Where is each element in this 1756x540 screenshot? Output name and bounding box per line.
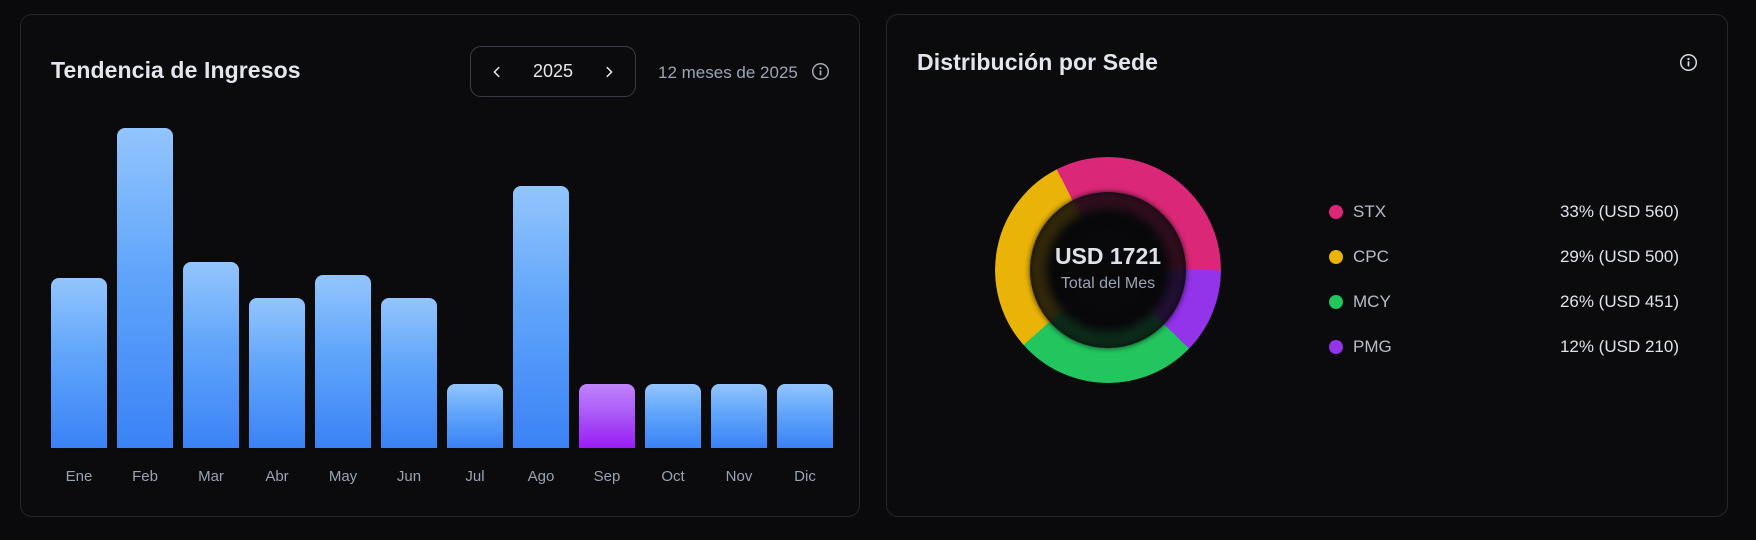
- bar-column: [447, 128, 503, 448]
- month-label: Jul: [465, 468, 485, 485]
- legend-value: 29% (USD 500): [1559, 246, 1679, 266]
- bar-ago[interactable]: [513, 186, 569, 448]
- legend-dot-icon: [1329, 204, 1343, 219]
- chevron-left-icon: [493, 66, 500, 77]
- bar-may[interactable]: [315, 275, 371, 448]
- bar-jul[interactable]: [447, 384, 503, 448]
- bar-nov[interactable]: [711, 384, 767, 448]
- donut-legend: STX 33% (USD 560) CPC 29% (USD 500) MCY …: [1327, 189, 1679, 369]
- bar-column: [711, 128, 767, 448]
- month-label: Jun: [396, 468, 422, 485]
- bar-column: [777, 128, 833, 448]
- next-year-button[interactable]: [601, 64, 617, 80]
- period-label: 12 meses de 2025: [658, 63, 798, 82]
- legend-item[interactable]: PMG 12% (USD 210): [1327, 324, 1679, 369]
- distribution-card: Distribución por Sede USD 1721 Total del…: [886, 14, 1728, 517]
- month-label: Feb: [132, 468, 158, 485]
- bar-column: [645, 128, 701, 448]
- month-label: Oct: [661, 468, 685, 485]
- selected-year: 2025: [532, 61, 574, 81]
- bar-mar[interactable]: [183, 262, 239, 448]
- bar-column: [117, 128, 173, 448]
- donut-subtitle: Total del Mes: [1060, 275, 1156, 292]
- month-label: Dic: [794, 468, 816, 485]
- revenue-trend-title: Tendencia de Ingresos: [51, 57, 301, 83]
- bar-column: [249, 128, 305, 448]
- month-label: Sep: [593, 468, 621, 485]
- bar-column: [51, 128, 107, 448]
- bar-dic[interactable]: [777, 384, 833, 448]
- bar-ene[interactable]: [51, 278, 107, 448]
- distribution-title: Distribución por Sede: [917, 49, 1159, 75]
- bar-column: [579, 128, 635, 448]
- donut-total: USD 1721: [1054, 243, 1162, 269]
- chevron-right-icon: [606, 66, 613, 77]
- bar-abr[interactable]: [249, 298, 305, 448]
- bar-column: [513, 128, 569, 448]
- month-label: Abr: [265, 468, 289, 485]
- info-icon[interactable]: [1679, 53, 1698, 72]
- legend-value: 33% (USD 560): [1559, 201, 1679, 221]
- month-label: Ago: [527, 468, 555, 485]
- donut-chart: USD 1721 Total del Mes: [995, 157, 1221, 383]
- legend-label: MCY: [1353, 291, 1391, 311]
- bar-sep[interactable]: [579, 384, 635, 448]
- legend-dot-icon: [1329, 249, 1343, 264]
- info-icon[interactable]: [811, 62, 830, 81]
- bar-feb[interactable]: [117, 128, 173, 448]
- legend-label: CPC: [1353, 246, 1389, 266]
- donut-glow: [1030, 192, 1186, 348]
- legend-dot-icon: [1329, 294, 1343, 309]
- month-label: May: [328, 468, 358, 485]
- revenue-bar-chart: Ene Feb Mar Abr May Jun Jul Ago Sep Oct Nov Dic: [51, 128, 841, 485]
- month-label: Ene: [65, 468, 93, 485]
- revenue-trend-card: Tendencia de Ingresos 2025 12 meses de 2…: [20, 14, 860, 517]
- bar-jun[interactable]: [381, 298, 437, 448]
- year-selector: 2025: [470, 46, 636, 97]
- month-label: Mar: [198, 468, 224, 485]
- bar-column: [183, 128, 239, 448]
- donut-center: USD 1721 Total del Mes: [995, 157, 1221, 383]
- bar-column: [381, 128, 437, 448]
- previous-year-button[interactable]: [489, 64, 505, 80]
- legend-value: 12% (USD 210): [1559, 336, 1679, 356]
- legend-label: PMG: [1353, 336, 1392, 356]
- legend-label: STX: [1353, 201, 1387, 221]
- legend-value: 26% (USD 451): [1559, 291, 1679, 311]
- legend-dot-icon: [1329, 339, 1343, 354]
- bar-oct[interactable]: [645, 384, 701, 448]
- legend-item[interactable]: MCY 26% (USD 451): [1327, 279, 1679, 324]
- month-label: Nov: [725, 468, 753, 485]
- bar-column: [315, 128, 371, 448]
- legend-item[interactable]: STX 33% (USD 560): [1327, 189, 1679, 234]
- legend-item[interactable]: CPC 29% (USD 500): [1327, 234, 1679, 279]
